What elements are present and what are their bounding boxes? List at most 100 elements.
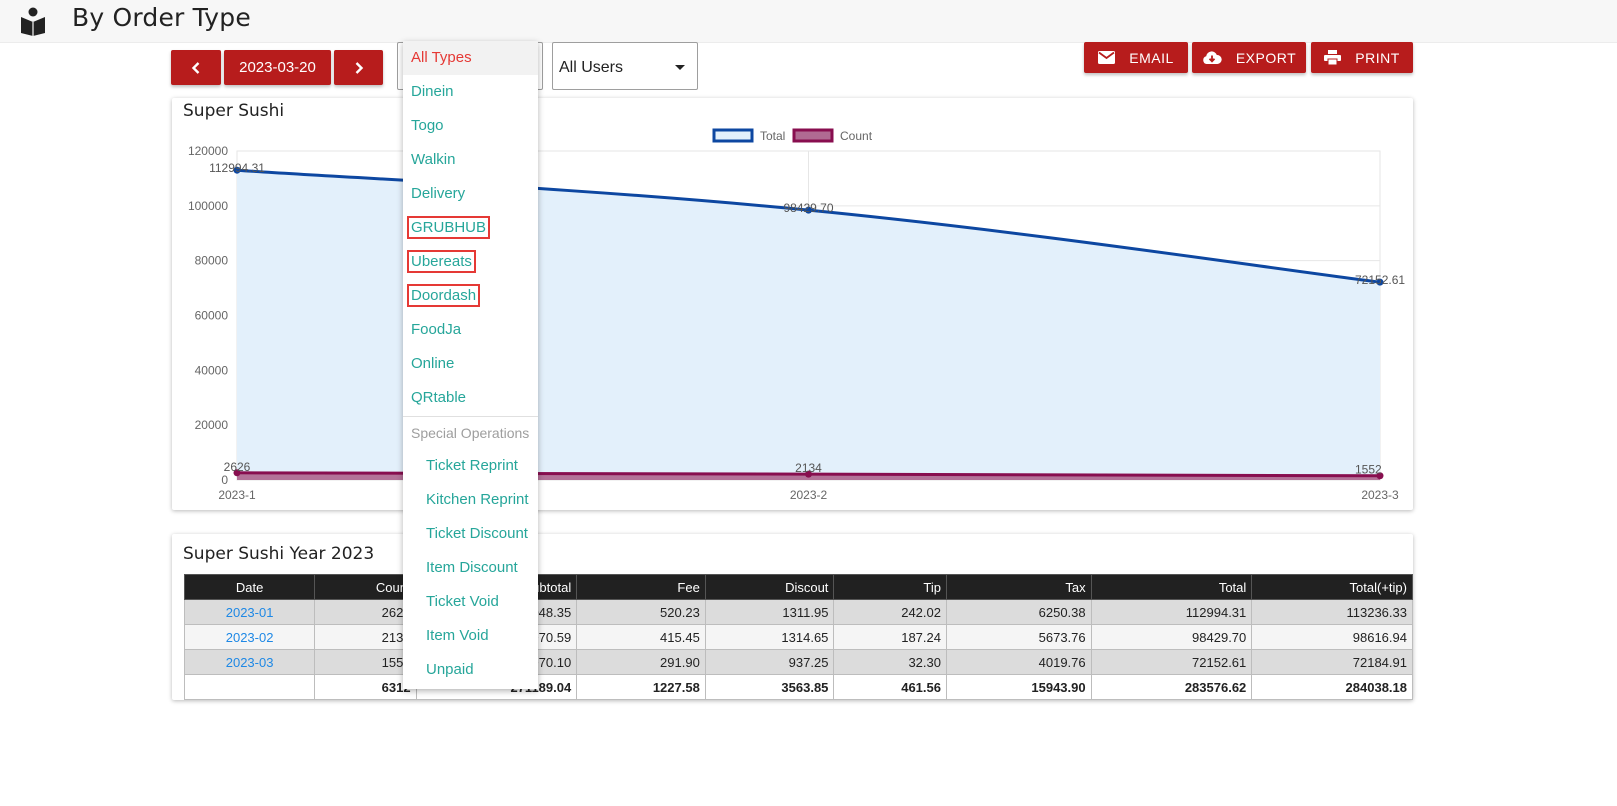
chevron-left-icon xyxy=(191,61,200,74)
dropdown-option[interactable]: QRtable xyxy=(403,381,538,415)
table-cell: 98616.94 xyxy=(1251,624,1413,650)
line-chart: 0 20000 40000 60000 80000 100000 120000 2023-1 2… xyxy=(188,128,1405,502)
legend-swatch-count xyxy=(792,128,834,143)
export-label: EXPORT xyxy=(1235,49,1297,66)
date-link[interactable]: 2023-02 xyxy=(225,629,274,645)
y-tick-label: 60000 xyxy=(195,309,229,323)
dropdown-option[interactable]: Doordash xyxy=(403,279,538,313)
dropdown-special-option[interactable]: Unpaid xyxy=(426,661,474,678)
table-cell: 937.25 xyxy=(704,649,835,675)
total-cell: 3563.85 xyxy=(704,674,835,700)
chart-card-title: Super Sushi xyxy=(183,101,285,121)
dropdown-option[interactable]: Delivery xyxy=(403,177,538,211)
data-label: 98429.70 xyxy=(783,201,833,215)
cloud-download-icon xyxy=(1203,50,1222,64)
data-point-total xyxy=(233,166,241,174)
table-cell: 72184.91 xyxy=(1251,649,1413,675)
email-button[interactable]: EMAIL xyxy=(1084,42,1188,73)
dropdown-option-label: Ubereats xyxy=(407,250,476,273)
dropdown-special-option[interactable]: Kitchen Reprint xyxy=(426,491,529,508)
dropdown-option[interactable]: Walkin xyxy=(403,143,538,177)
dropdown-option[interactable]: GRUBHUB xyxy=(403,211,538,245)
column-header[interactable]: Tax xyxy=(945,574,1092,600)
dropdown-option[interactable]: Online xyxy=(403,347,538,381)
dropdown-option-label: Online xyxy=(411,355,455,372)
dropdown-caret-icon xyxy=(675,65,685,70)
column-header[interactable]: Total(+tip) xyxy=(1251,574,1413,600)
total-cell: 6312 xyxy=(314,674,417,700)
data-label: 112994.31 xyxy=(209,161,265,175)
table-cell: 2134 xyxy=(314,624,417,650)
total-cell: 283576.62 xyxy=(1090,674,1253,700)
envelope-icon xyxy=(1098,51,1116,64)
table-card: Super Sushi Year 2023 Date Count Subtotal F… xyxy=(172,534,1413,700)
table-cell: 2023-02 xyxy=(183,624,316,650)
date-link[interactable]: 2023-03 xyxy=(225,654,274,670)
dropdown-special-option[interactable]: Item Void xyxy=(426,627,489,644)
printer-icon xyxy=(1324,50,1342,65)
total-cell: 1227.58 xyxy=(576,674,706,700)
data-label: 1552 xyxy=(1355,463,1382,477)
print-button[interactable]: PRINT xyxy=(1311,42,1413,73)
table-cell: 415.45 xyxy=(576,624,706,650)
column-header[interactable]: Tip xyxy=(833,574,947,600)
dropdown-option[interactable]: All Types xyxy=(403,41,538,75)
table-cell: 4019.76 xyxy=(945,649,1092,675)
table-cell: 520.23 xyxy=(576,599,706,625)
dropdown-option[interactable]: Togo xyxy=(403,109,538,143)
data-label: 2626 xyxy=(224,460,251,474)
dropdown-option[interactable]: FoodJa xyxy=(403,313,538,347)
dropdown-option-label: FoodJa xyxy=(411,321,462,338)
data-label: 72152.61 xyxy=(1355,273,1405,287)
previous-date-button[interactable] xyxy=(171,50,221,85)
dropdown-option[interactable]: Ubereats xyxy=(403,245,538,279)
table-cell: 1314.65 xyxy=(704,624,835,650)
table-cell: 112994.31 xyxy=(1090,599,1253,625)
column-header[interactable]: Fee xyxy=(576,574,706,600)
total-cell: 461.56 xyxy=(833,674,947,700)
column-header[interactable]: Discout xyxy=(704,574,835,600)
print-label: PRINT xyxy=(1355,49,1400,66)
dropdown-option[interactable]: Dinein xyxy=(403,75,538,109)
column-header[interactable]: Date xyxy=(183,574,316,600)
totals-row: 6312 271189.04 1227.58 3563.85 461.56 15943.9… xyxy=(183,674,1413,700)
dropdown-special-option[interactable]: Ticket Discount xyxy=(426,525,528,542)
table-row: 2023-03 1552 69070.10 291.90 937.25 32.30 4019… xyxy=(183,649,1413,675)
next-date-button[interactable] xyxy=(334,50,383,85)
table-cell: 113236.33 xyxy=(1251,599,1413,625)
user-select[interactable]: All Users xyxy=(552,42,698,90)
dropdown-group-header: Special Operations xyxy=(411,425,530,441)
table-cell: 2023-01 xyxy=(183,599,316,625)
table-cell: 2626 xyxy=(314,599,417,625)
table-cell: 242.02 xyxy=(833,599,947,625)
date-link[interactable]: 2023-01 xyxy=(225,604,274,620)
column-header[interactable]: Total xyxy=(1090,574,1253,600)
y-tick-label: 80000 xyxy=(195,254,229,268)
dropdown-special-option[interactable]: Ticket Void xyxy=(426,593,499,610)
date-picker-button[interactable]: 2023-03-20 xyxy=(224,50,331,85)
data-point-count xyxy=(1376,472,1384,480)
total-cell: 15943.90 xyxy=(945,674,1092,700)
book-reader-icon xyxy=(21,7,45,36)
y-tick-label: 40000 xyxy=(195,363,229,377)
table-cell: 1311.95 xyxy=(704,599,835,625)
table-card-title: Super Sushi Year 2023 xyxy=(183,544,375,564)
dropdown-special-option[interactable]: Item Discount xyxy=(426,559,518,576)
column-header[interactable]: Count xyxy=(314,574,417,600)
x-tick-label: 2023-2 xyxy=(790,488,828,502)
export-button[interactable]: EXPORT xyxy=(1192,42,1306,73)
dropdown-option-label: Togo xyxy=(411,117,444,134)
data-label: 2134 xyxy=(795,461,822,475)
order-type-dropdown-menu: All Types Dinein Togo Walkin Delivery GRUBHUB… xyxy=(403,41,538,689)
table-cell: 5673.76 xyxy=(945,624,1092,650)
dropdown-special-option[interactable]: Ticket Reprint xyxy=(426,457,518,474)
x-tick-label: 2023-1 xyxy=(218,488,256,502)
y-tick-label: 0 xyxy=(221,473,228,487)
user-select-value: All Users xyxy=(559,59,624,76)
table-cell: 72152.61 xyxy=(1090,649,1253,675)
chart-card: Super Sushi 0 20000 40000 60000 80000 100000 1… xyxy=(172,98,1413,510)
table-row: 2023-01 2626 108048.35 520.23 1311.95 242.02 6… xyxy=(183,599,1413,625)
dropdown-option-label: All Types xyxy=(411,49,472,66)
table-cell: 98429.70 xyxy=(1090,624,1253,650)
table-row: 2023-02 2134 94070.59 415.45 1314.65 187.24 56… xyxy=(183,624,1413,650)
